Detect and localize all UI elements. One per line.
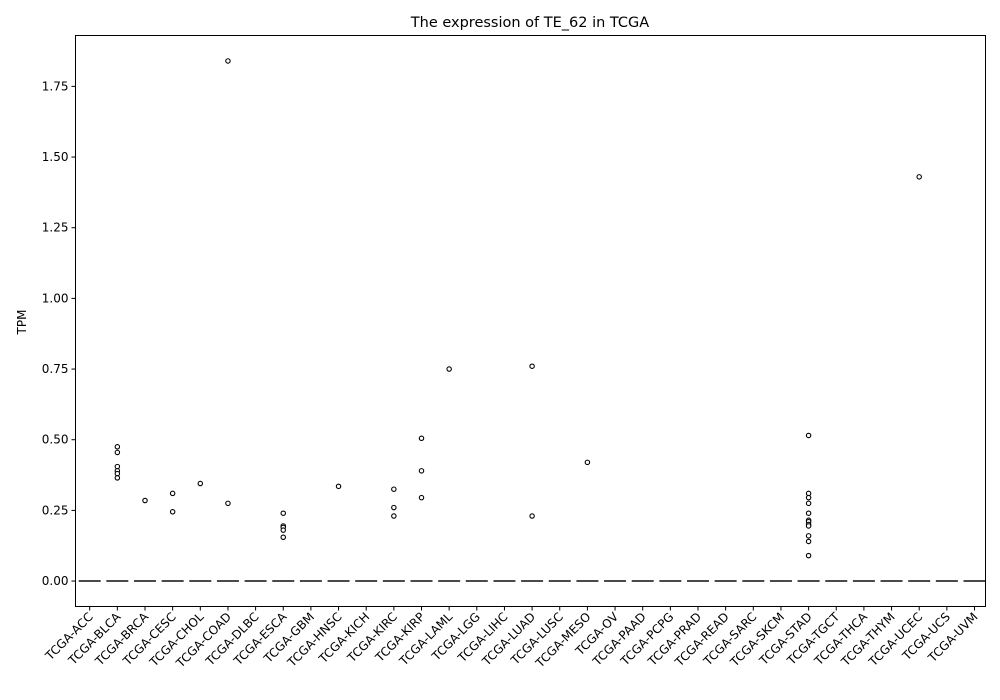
outlier-point <box>280 527 286 533</box>
outlier-point <box>805 538 812 545</box>
outlier-point <box>335 483 342 490</box>
outlier-point <box>805 552 812 559</box>
y-tick-label: 0.25 <box>42 503 69 517</box>
chart-title: The expression of TE_62 in TCGA <box>410 15 650 31</box>
outlier-point <box>280 510 286 516</box>
outlier-point <box>529 513 535 519</box>
outlier-point <box>529 363 535 369</box>
outlier-point <box>805 523 812 529</box>
outlier-point <box>916 174 922 180</box>
outlier-point <box>805 432 812 439</box>
outlier-point <box>391 513 397 519</box>
y-tick-label: 1.25 <box>42 221 69 235</box>
outlier-point <box>391 486 397 492</box>
plot-area: 0.000.250.500.751.001.251.501.75TCGA-ACC… <box>42 58 986 671</box>
outlier-point <box>584 459 591 466</box>
outlier-point <box>225 58 231 64</box>
outlier-point <box>805 500 812 507</box>
outlier-point <box>142 497 148 504</box>
y-tick-label: 0.00 <box>42 574 69 588</box>
y-tick-label: 0.50 <box>42 433 69 447</box>
outlier-point <box>391 504 397 511</box>
outlier-point <box>805 533 812 539</box>
outlier-point <box>114 475 121 481</box>
outlier-point <box>169 509 176 515</box>
plot-frame <box>75 35 986 607</box>
outlier-point <box>197 480 204 487</box>
outlier-point <box>114 444 121 450</box>
outlier-point <box>805 510 812 516</box>
y-tick-label: 1.50 <box>42 150 69 164</box>
outlier-point <box>446 366 452 372</box>
outlier-point <box>225 500 231 507</box>
outlier-point <box>114 449 121 456</box>
outlier-point <box>418 494 425 501</box>
y-tick-label: 1.75 <box>42 79 69 93</box>
outlier-point <box>280 534 286 540</box>
y-tick-label: 1.00 <box>42 291 69 305</box>
outlier-point <box>169 490 176 497</box>
outlier-point <box>418 468 425 474</box>
outlier-point <box>418 435 425 442</box>
y-tick-label: 0.75 <box>42 362 69 376</box>
outlier-point <box>805 494 812 501</box>
y-axis-label: TPM <box>15 310 29 336</box>
